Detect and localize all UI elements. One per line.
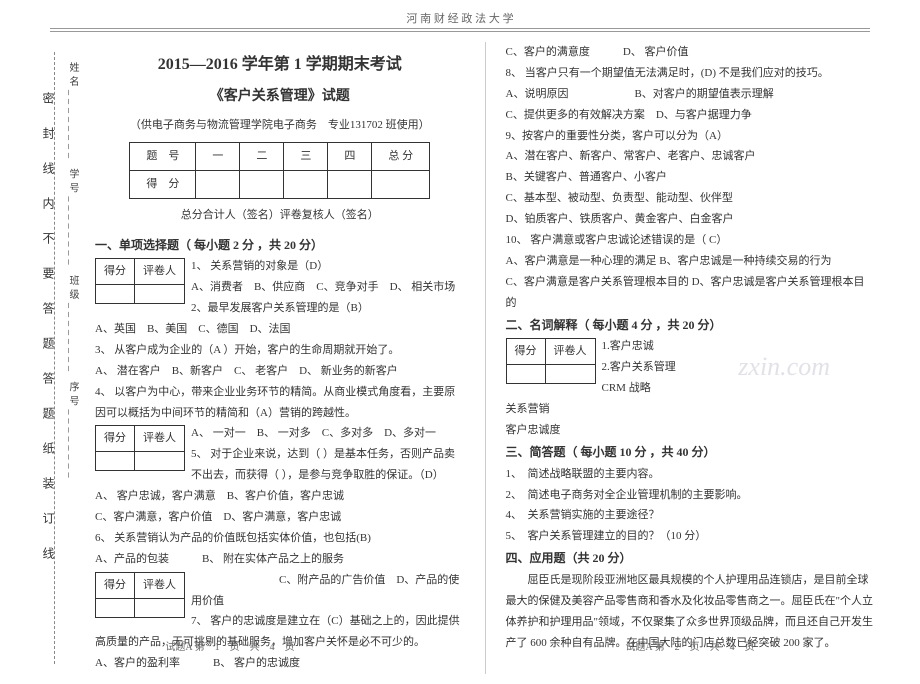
mini-b1 (96, 598, 135, 617)
q7-opts: A、客户的盈利率 B、 客户的忠诚度 (95, 653, 465, 674)
s1: 1、 简述战略联盟的主要内容。 (506, 464, 876, 485)
page-header: 河 南 财 经 政 法 大 学 (50, 10, 870, 29)
column-left: 2015—2016 学年第 1 学期期末考试 《客户关系管理》试题 （供电子商务… (80, 42, 480, 674)
mini-b2 (135, 285, 185, 304)
part2-title: 二、名词解释（ 每小题 4 分 ，共 20 分） (506, 314, 876, 337)
part1-title: 一、单项选择题（ 每小题 2 分 ，共 20 分） (95, 234, 465, 257)
q6: 6、 关系营销认为产品的价值既包括实体价值，也包括(B) (95, 528, 465, 549)
score-h2: 二 (240, 142, 284, 170)
binding-labels: 姓名________ 学号________ 班级________ 序号_____… (65, 62, 80, 482)
exam-note: （供电子商务与物流管理学院电子商务 专业131702 班使用） (95, 115, 465, 136)
mini-c1: 得分 (96, 572, 135, 598)
mini-c2: 评卷人 (135, 572, 185, 598)
mini-score-table: 得分评卷人 (95, 572, 185, 618)
q8o2: C、提供更多的有效解决方案 D、与客户据理力争 (506, 105, 876, 126)
column-separator (485, 42, 486, 674)
q10: 10、 客户满意或客户忠诚论述错误的是（ C） (506, 230, 876, 251)
score-h0: 题 号 (130, 142, 196, 170)
score-table: 题 号 一 二 三 四 总 分 得 分 (129, 142, 430, 199)
q9: 9、按客户的重要性分类，客户可以分为（A） (506, 126, 876, 147)
q3-opts: A、 潜在客户 B、新客户 C、 老客户 D、 新业务的新客户 (95, 361, 465, 382)
score-h3: 三 (284, 142, 328, 170)
score-cell (240, 170, 284, 198)
q5-opts2: C、客户满意，客户价值 D、客户满意，客户忠诚 (95, 507, 465, 528)
s3: 4、 关系营销实施的主要途径？ (506, 505, 876, 526)
q5-opts: A、 客户忠诚，客户满意 B、客户价值，客户忠诚 (95, 486, 465, 507)
mini-b1 (96, 285, 135, 304)
page-body: 姓名________ 学号________ 班级________ 序号_____… (0, 32, 920, 684)
mini-b1 (96, 452, 135, 471)
q10o2: C、客户满意是客户关系管理根本目的 D、客户忠诚是客户关系管理根本目的 (506, 272, 876, 314)
q4: 4、 以客户为中心，带来企业业务环节的精简。从商业模式角度看，主要原因可以概括为… (95, 382, 465, 424)
part3-title: 三、简答题（ 每小题 10 分 ，共 40 分） (506, 441, 876, 464)
mini-c2: 评卷人 (135, 259, 185, 285)
mini-c1: 得分 (96, 426, 135, 452)
q2-opts: A、英国 B、美国 C、德国 D、法国 (95, 319, 465, 340)
mini-score-table: 得分评卷人 (506, 338, 596, 384)
t4: 关系营销 (506, 399, 876, 420)
score-h1: 一 (196, 142, 240, 170)
score-cell (284, 170, 328, 198)
mini-c1: 得分 (96, 259, 135, 285)
q9o4: D、铂质客户、铁质客户、黄金客户、白金客户 (506, 209, 876, 230)
mini-score-table: 得分评卷人 (95, 425, 185, 471)
q7c: C、客户的满意度 D、 客户价值 (506, 42, 876, 63)
q8: 8、 当客户只有一个期望值无法满足时，(D) 不是我们应对的技巧。 (506, 63, 876, 84)
signers: 总分合计人（签名）评卷复核人（签名） (95, 205, 465, 226)
q9o: A、潜在客户、新客户、常客户、老客户、忠诚客户 (506, 146, 876, 167)
score-cell (196, 170, 240, 198)
q9o3: C、基本型、被动型、负责型、能动型、伙伴型 (506, 188, 876, 209)
score-h4: 四 (328, 142, 372, 170)
part4-title: 四、应用题（共 20 分） (506, 547, 876, 570)
mini-b2 (135, 452, 185, 471)
mini-b1 (506, 365, 545, 384)
mini-c2: 评卷人 (135, 426, 185, 452)
binding-margin: 姓名________ 学号________ 班级________ 序号_____… (30, 42, 80, 674)
q10o: A、客户满意是一种心理的满足 B、客户忠诚是一种持续交易的行为 (506, 251, 876, 272)
score-cell (372, 170, 430, 198)
exam-subtitle: 《客户关系管理》试题 (95, 84, 465, 111)
t5: 客户忠诚度 (506, 420, 876, 441)
q9o2: B、关键客户、普通客户、小客户 (506, 167, 876, 188)
score-row-label: 得 分 (130, 170, 196, 198)
q6-opts: A、产品的包装 B、 附在实体产品之上的服务 (95, 549, 465, 570)
mini-score-table: 得分评卷人 (95, 258, 185, 304)
score-cell (328, 170, 372, 198)
binding-seal-text: 密 封 线 内 不 要 答 题 答 题 纸 装 订 线 (40, 92, 57, 569)
mini-b2 (135, 598, 185, 617)
mini-c1: 得分 (506, 339, 545, 365)
score-h5: 总 分 (372, 142, 430, 170)
s4: 5、 客户关系管理建立的目的？（10 分） (506, 526, 876, 547)
s2: 2、 简述电子商务对全企业管理机制的主要影响。 (506, 485, 876, 506)
q3: 3、 从客户成为企业的（A ）开始，客户的生命周期就开始了。 (95, 340, 465, 361)
q8o: A、说明原因 B、对客户的期望值表示理解 (506, 84, 876, 105)
exam-title: 2015—2016 学年第 1 学期期末考试 (95, 50, 465, 80)
column-right: C、客户的满意度 D、 客户价值 8、 当客户只有一个期望值无法满足时，(D) … (491, 42, 891, 674)
mini-c2: 评卷人 (545, 339, 595, 365)
mini-b2 (545, 365, 595, 384)
